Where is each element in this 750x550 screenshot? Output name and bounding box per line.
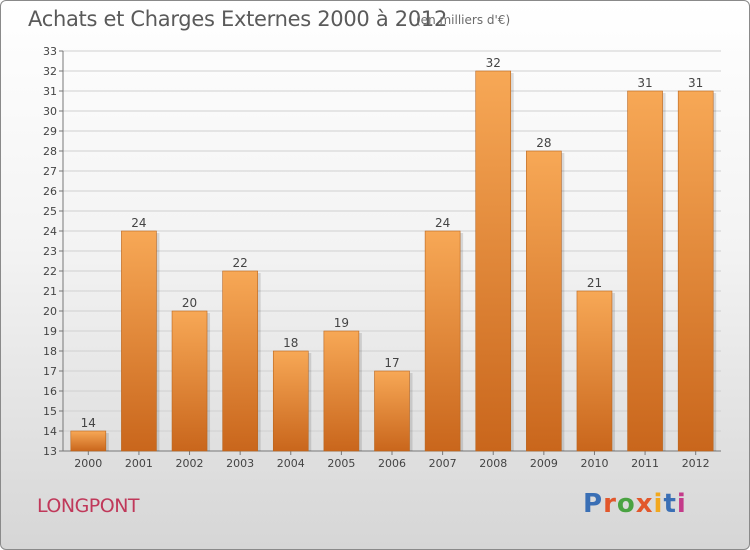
data-label: 22: [233, 256, 248, 270]
y-tick-label: 22: [43, 265, 57, 278]
y-tick-label: 24: [43, 225, 57, 238]
y-tick-label: 23: [43, 245, 57, 258]
data-label: 31: [637, 76, 652, 90]
data-label: 28: [536, 136, 551, 150]
x-tick-label: 2006: [378, 457, 406, 470]
data-label: 24: [435, 216, 450, 230]
y-tick-label: 19: [43, 325, 57, 338]
bar-2007: [424, 230, 461, 452]
bars: [70, 70, 717, 452]
bar-2006: [374, 370, 410, 452]
x-tick-label: 2012: [682, 457, 710, 470]
chart-title: Achats et Charges Externes 2000 à 2012: [28, 7, 448, 31]
data-label: 19: [334, 316, 349, 330]
y-tick-label: 27: [43, 165, 57, 178]
x-tick-label: 2007: [429, 457, 457, 470]
data-label: 17: [384, 356, 399, 370]
bar-2003: [222, 270, 258, 452]
bar-2011: [627, 90, 663, 452]
proxiti-logo[interactable]: Proxiti: [583, 489, 687, 519]
data-label: 31: [688, 76, 703, 90]
y-tick-label: 18: [43, 345, 57, 358]
logo-letter: o: [616, 489, 636, 519]
bar-2002: [171, 310, 208, 452]
chart-unit: (en milliers d'€): [416, 13, 511, 27]
y-tick-label: 33: [43, 45, 57, 58]
y-tick-label: 32: [43, 65, 57, 78]
logo-letter: x: [635, 489, 654, 519]
y-tick-label: 14: [43, 425, 57, 438]
city-name: LONGPONT: [37, 495, 140, 517]
x-tick-label: 2000: [74, 457, 102, 470]
x-tick-label: 2011: [631, 457, 659, 470]
data-label: 21: [587, 276, 602, 290]
x-tick-label: 2010: [580, 457, 608, 470]
x-tick-label: 2001: [125, 457, 153, 470]
logo-letter: t: [663, 489, 677, 519]
x-tick-label: 2008: [479, 457, 507, 470]
x-tick-label: 2003: [226, 457, 254, 470]
y-tick-label: 30: [43, 105, 57, 118]
y-tick-label: 16: [43, 385, 57, 398]
y-tick-label: 17: [43, 365, 57, 378]
y-tick-label: 29: [43, 125, 57, 138]
y-tick-label: 25: [43, 205, 57, 218]
bar-2010: [576, 290, 613, 452]
y-tick-label: 26: [43, 185, 57, 198]
y-tick-label: 13: [43, 445, 57, 458]
y-tick-label: 20: [43, 305, 57, 318]
logo-letter: r: [603, 489, 617, 519]
y-tick-label: 31: [43, 85, 57, 98]
y-tick-label: 15: [43, 405, 57, 418]
logo-letter: i: [653, 489, 664, 519]
y-tick-label: 21: [43, 285, 57, 298]
logo-letter: P: [583, 489, 604, 519]
x-tick-label: 2005: [327, 457, 355, 470]
data-label: 18: [283, 336, 298, 350]
bar-2008: [475, 70, 512, 452]
x-tick-label: 2002: [176, 457, 204, 470]
data-label: 14: [81, 416, 96, 430]
bar-2004: [272, 350, 309, 452]
y-tick-label: 28: [43, 145, 57, 158]
bar-2005: [323, 330, 360, 452]
x-tick-label: 2009: [530, 457, 558, 470]
labels: 13 14 15 16 17 18 19 20 21 22 23 24 25 26 27 28 29 30 31 32…: [43, 45, 710, 470]
data-label: 20: [182, 296, 197, 310]
data-label: 32: [486, 56, 501, 70]
logo-letter: i: [676, 489, 687, 519]
data-label: 24: [131, 216, 146, 230]
bar-2009: [526, 150, 562, 452]
bar-2012: [677, 90, 714, 452]
bar-2001: [121, 230, 157, 452]
x-tick-label: 2004: [277, 457, 305, 470]
bar-2000: [70, 430, 107, 452]
